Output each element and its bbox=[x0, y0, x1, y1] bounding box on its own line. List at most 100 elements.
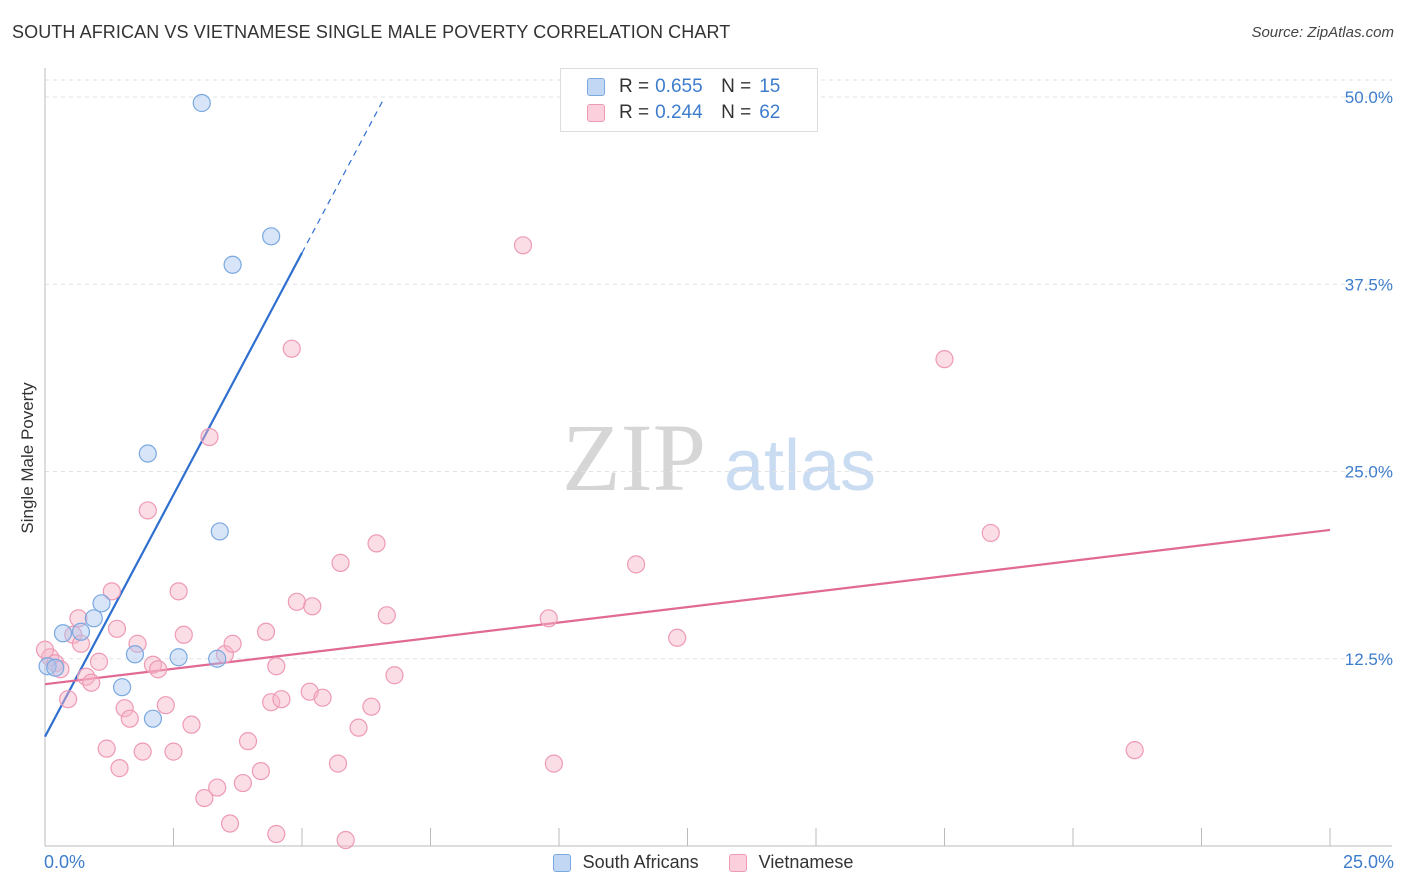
data-point-vietnamese bbox=[539, 609, 558, 628]
data-point-vietnamese bbox=[220, 814, 240, 833]
legend-r-label: R = bbox=[619, 76, 650, 97]
legend-swatch-vietnamese bbox=[587, 104, 605, 122]
y-tick-label: 37.5% bbox=[1345, 275, 1393, 294]
data-point-vietnamese bbox=[328, 754, 348, 773]
grid bbox=[45, 79, 1392, 660]
data-point-vietnamese bbox=[102, 582, 121, 601]
data-point-vietnamese bbox=[336, 830, 355, 850]
series-swatch-vietnamese bbox=[728, 853, 747, 872]
data-point-south-african bbox=[53, 624, 73, 643]
data-point-vietnamese bbox=[200, 427, 219, 447]
legend: R = 0.655 N = 15 R = 0.244 N = 62 bbox=[560, 68, 818, 132]
legend-n-value: 62 bbox=[759, 102, 781, 123]
series-swatch-south-africans bbox=[552, 853, 571, 872]
data-point-south-african bbox=[92, 594, 111, 613]
data-point-vietnamese bbox=[174, 625, 193, 644]
trend-lines bbox=[44, 97, 1331, 738]
data-point-vietnamese bbox=[626, 555, 646, 574]
data-point-vietnamese bbox=[223, 634, 242, 653]
trend-line-south-africans bbox=[44, 252, 303, 738]
data-point-vietnamese bbox=[349, 718, 368, 737]
watermark-atlas: atlas bbox=[724, 426, 876, 506]
data-point-vietnamese bbox=[267, 657, 286, 676]
legend-swatch-south-africans bbox=[587, 78, 605, 96]
legend-n-value: 15 bbox=[759, 76, 781, 97]
data-point-vietnamese bbox=[120, 709, 139, 728]
y-tick-label: 25.0% bbox=[1345, 463, 1393, 482]
data-point-vietnamese bbox=[251, 761, 270, 781]
series-label-vietnamese: Vietnamese bbox=[758, 852, 854, 872]
data-point-vietnamese bbox=[110, 759, 129, 778]
data-point-vietnamese bbox=[59, 690, 78, 709]
trend-line-extension bbox=[301, 97, 385, 254]
data-point-south-african bbox=[143, 709, 163, 728]
data-point-vietnamese bbox=[164, 742, 183, 761]
data-point-south-african bbox=[208, 649, 227, 668]
data-point-vietnamese bbox=[367, 534, 386, 553]
data-point-vietnamese bbox=[238, 732, 258, 751]
series-legend-vietnamese: Vietnamese bbox=[728, 852, 854, 873]
data-point-south-african bbox=[210, 522, 229, 541]
legend-n-label: N = bbox=[721, 76, 752, 97]
data-point-vietnamese bbox=[544, 754, 563, 773]
data-point-vietnamese bbox=[981, 523, 1000, 543]
data-point-vietnamese bbox=[377, 606, 396, 625]
data-point-vietnamese bbox=[89, 652, 109, 671]
y-tick-labels: 12.5% 25.0% 37.5% 50.0% bbox=[1345, 88, 1393, 669]
data-point-vietnamese bbox=[362, 697, 381, 716]
data-point-south-african bbox=[112, 678, 132, 697]
data-point-vietnamese bbox=[313, 688, 332, 707]
data-point-south-african bbox=[138, 444, 157, 463]
data-point-south-african bbox=[223, 255, 242, 274]
data-point-vietnamese bbox=[128, 634, 147, 653]
chart-title: SOUTH AFRICAN VS VIETNAMESE SINGLE MALE … bbox=[12, 22, 731, 42]
data-point-vietnamese bbox=[267, 824, 286, 844]
legend-row-vietnamese: R = 0.244 N = 62 bbox=[561, 100, 780, 126]
data-point-south-african bbox=[84, 609, 103, 628]
data-point-vietnamese bbox=[668, 628, 687, 647]
data-point-south-african bbox=[38, 657, 57, 676]
y-tick-label: 50.0% bbox=[1345, 88, 1393, 107]
data-point-south-african bbox=[192, 93, 211, 113]
data-point-vietnamese bbox=[82, 673, 101, 692]
data-point-vietnamese bbox=[303, 597, 322, 616]
data-point-south-african bbox=[125, 645, 145, 664]
chart-source: Source: ZipAtlas.com bbox=[1251, 24, 1394, 41]
data-point-vietnamese bbox=[115, 699, 134, 718]
series-legend: South Africans Vietnamese bbox=[0, 852, 1406, 873]
data-point-south-african bbox=[46, 658, 65, 677]
data-point-vietnamese bbox=[385, 666, 404, 685]
y-tick-label: 12.5% bbox=[1345, 650, 1393, 669]
x-tick-label-min: 0.0% bbox=[44, 852, 86, 872]
watermark: ZIP atlas bbox=[562, 404, 876, 511]
series-legend-south-africans: South Africans bbox=[552, 852, 699, 873]
data-point-vietnamese bbox=[287, 592, 306, 611]
data-point-vietnamese bbox=[148, 660, 168, 679]
data-point-vietnamese bbox=[133, 742, 152, 761]
axes bbox=[44, 68, 1392, 847]
data-point-vietnamese bbox=[513, 236, 533, 255]
data-point-vietnamese bbox=[138, 501, 157, 520]
data-point-vietnamese bbox=[182, 715, 201, 734]
data-point-vietnamese bbox=[77, 667, 96, 686]
data-point-south-african bbox=[262, 227, 281, 246]
legend-r-value: 0.655 bbox=[655, 76, 703, 97]
legend-r-label: R = bbox=[619, 102, 650, 123]
data-point-vietnamese bbox=[169, 582, 188, 601]
data-point-vietnamese bbox=[156, 696, 175, 715]
legend-row-south-africans: R = 0.655 N = 15 bbox=[561, 74, 780, 100]
legend-r-value: 0.244 bbox=[655, 102, 703, 123]
data-point-vietnamese bbox=[97, 739, 116, 758]
data-point-vietnamese bbox=[256, 622, 276, 641]
data-point-vietnamese bbox=[282, 339, 301, 358]
data-points bbox=[35, 93, 1144, 850]
data-point-vietnamese bbox=[107, 619, 127, 638]
data-point-south-african bbox=[71, 622, 91, 641]
watermark-zip: ZIP bbox=[562, 404, 706, 511]
data-point-vietnamese bbox=[233, 773, 252, 793]
data-point-vietnamese bbox=[1125, 741, 1144, 760]
trend-line-vietnamese bbox=[44, 528, 1331, 686]
legend-n-label: N = bbox=[721, 102, 752, 123]
data-point-vietnamese bbox=[208, 778, 227, 797]
